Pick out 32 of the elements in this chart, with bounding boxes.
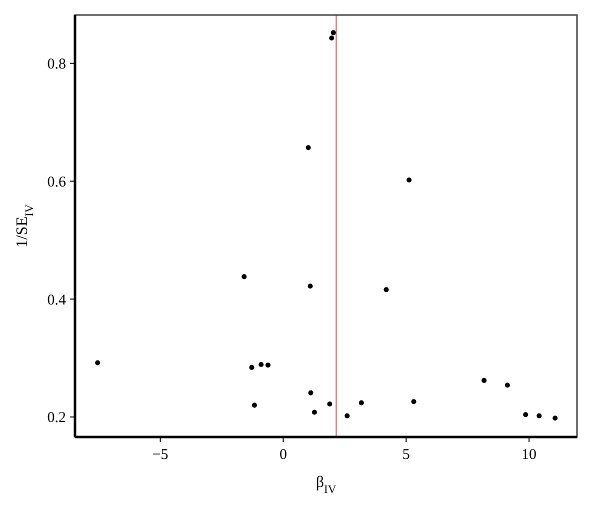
point xyxy=(258,362,264,368)
point xyxy=(384,287,389,292)
point xyxy=(308,390,314,396)
x-tick-label: 10 xyxy=(522,447,537,463)
point xyxy=(265,362,271,368)
point xyxy=(536,413,542,418)
point xyxy=(344,413,350,418)
point xyxy=(249,364,254,370)
point xyxy=(411,399,416,404)
x-tick-label: 5 xyxy=(402,447,410,463)
point xyxy=(95,360,100,366)
x-tick-label: −5 xyxy=(152,447,168,463)
point xyxy=(552,416,558,421)
point xyxy=(306,145,311,150)
x-axis-title: β$_{IV}$ xyxy=(316,474,337,496)
point xyxy=(329,35,334,41)
point xyxy=(312,410,317,415)
y-tick-label: 0.2 xyxy=(47,410,66,426)
point xyxy=(330,30,336,36)
point xyxy=(504,382,510,388)
y-tick-label: 0.6 xyxy=(47,174,66,190)
point xyxy=(358,400,364,406)
point xyxy=(482,378,487,383)
point xyxy=(327,401,332,407)
point xyxy=(242,274,247,280)
y-tick-label: 0.4 xyxy=(47,292,66,308)
point xyxy=(308,284,313,289)
point xyxy=(252,402,257,408)
x-tick-label: 0 xyxy=(279,447,287,463)
y-tick-label: 0.8 xyxy=(47,56,66,73)
point xyxy=(523,412,528,418)
point xyxy=(406,178,412,183)
